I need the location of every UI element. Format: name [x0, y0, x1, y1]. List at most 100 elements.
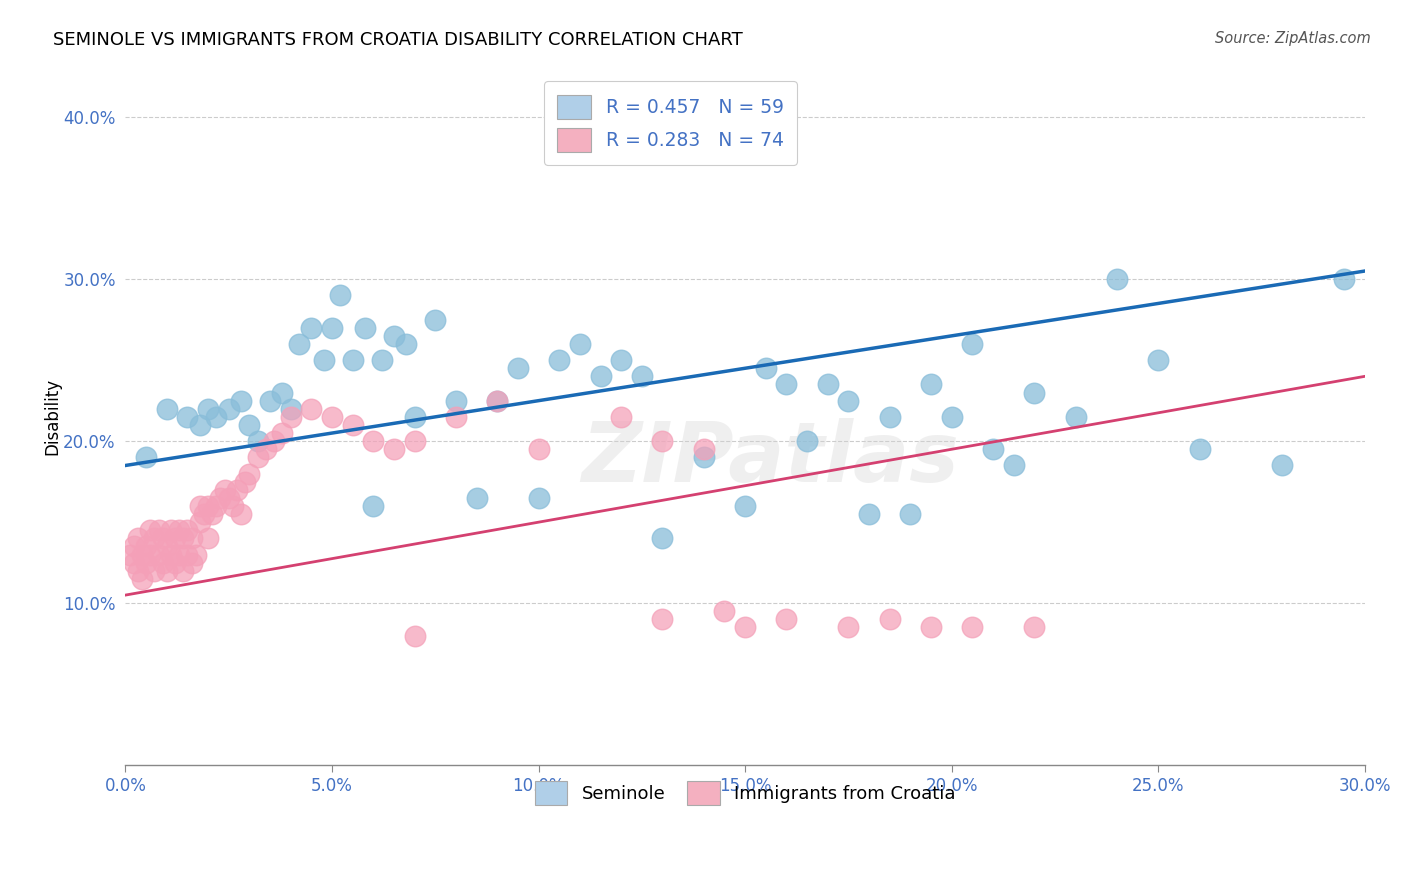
- Point: [299, 401, 322, 416]
- Point: [271, 425, 294, 440]
- Point: [180, 556, 202, 570]
- Point: [962, 620, 984, 634]
- Point: [188, 515, 211, 529]
- Point: [568, 337, 591, 351]
- Point: [197, 401, 219, 416]
- Point: [465, 491, 488, 505]
- Point: [693, 450, 716, 465]
- Point: [197, 499, 219, 513]
- Point: [229, 507, 252, 521]
- Point: [837, 620, 859, 634]
- Point: [176, 548, 198, 562]
- Point: [299, 320, 322, 334]
- Point: [444, 409, 467, 424]
- Point: [354, 320, 377, 334]
- Point: [837, 393, 859, 408]
- Point: [382, 329, 405, 343]
- Point: [321, 320, 343, 334]
- Text: Source: ZipAtlas.com: Source: ZipAtlas.com: [1215, 31, 1371, 46]
- Legend: Seminole, Immigrants from Croatia: Seminole, Immigrants from Croatia: [524, 771, 966, 815]
- Point: [259, 393, 281, 408]
- Point: [1002, 458, 1025, 473]
- Point: [363, 434, 385, 449]
- Point: [143, 564, 166, 578]
- Point: [226, 483, 249, 497]
- Point: [118, 548, 141, 562]
- Point: [180, 532, 202, 546]
- Point: [363, 499, 385, 513]
- Point: [796, 434, 818, 449]
- Point: [280, 401, 302, 416]
- Point: [148, 548, 170, 562]
- Point: [152, 532, 174, 546]
- Point: [127, 564, 149, 578]
- Point: [817, 377, 839, 392]
- Point: [188, 499, 211, 513]
- Point: [734, 620, 756, 634]
- Point: [527, 442, 550, 457]
- Point: [382, 442, 405, 457]
- Point: [222, 499, 245, 513]
- Point: [131, 572, 153, 586]
- Point: [143, 532, 166, 546]
- Point: [941, 409, 963, 424]
- Point: [693, 442, 716, 457]
- Point: [156, 564, 179, 578]
- Point: [775, 377, 797, 392]
- Point: [404, 629, 426, 643]
- Point: [167, 548, 190, 562]
- Point: [163, 532, 186, 546]
- Point: [610, 353, 633, 368]
- Point: [713, 604, 735, 618]
- Point: [321, 409, 343, 424]
- Point: [962, 337, 984, 351]
- Point: [139, 548, 162, 562]
- Point: [176, 523, 198, 537]
- Point: [156, 401, 179, 416]
- Point: [755, 361, 778, 376]
- Point: [131, 548, 153, 562]
- Point: [370, 353, 392, 368]
- Point: [135, 540, 157, 554]
- Point: [548, 353, 571, 368]
- Point: [246, 434, 269, 449]
- Point: [425, 312, 447, 326]
- Point: [288, 337, 311, 351]
- Point: [238, 467, 260, 481]
- Point: [395, 337, 418, 351]
- Point: [342, 417, 364, 432]
- Point: [218, 491, 240, 505]
- Point: [651, 434, 673, 449]
- Point: [1105, 272, 1128, 286]
- Text: ZIPatlas: ZIPatlas: [581, 418, 959, 500]
- Point: [404, 434, 426, 449]
- Text: SEMINOLE VS IMMIGRANTS FROM CROATIA DISABILITY CORRELATION CHART: SEMINOLE VS IMMIGRANTS FROM CROATIA DISA…: [53, 31, 744, 49]
- Point: [148, 523, 170, 537]
- Point: [152, 556, 174, 570]
- Point: [238, 417, 260, 432]
- Point: [858, 507, 880, 521]
- Point: [486, 393, 509, 408]
- Point: [1147, 353, 1170, 368]
- Point: [981, 442, 1004, 457]
- Point: [139, 523, 162, 537]
- Point: [527, 491, 550, 505]
- Point: [122, 556, 145, 570]
- Point: [167, 523, 190, 537]
- Point: [589, 369, 612, 384]
- Point: [135, 450, 157, 465]
- Point: [214, 483, 236, 497]
- Point: [254, 442, 277, 457]
- Point: [651, 612, 673, 626]
- Point: [205, 409, 228, 424]
- Point: [1333, 272, 1355, 286]
- Point: [1024, 385, 1046, 400]
- Point: [920, 377, 942, 392]
- Point: [506, 361, 529, 376]
- Point: [329, 288, 352, 302]
- Point: [404, 409, 426, 424]
- Point: [1271, 458, 1294, 473]
- Point: [651, 532, 673, 546]
- Point: [312, 353, 335, 368]
- Point: [879, 409, 901, 424]
